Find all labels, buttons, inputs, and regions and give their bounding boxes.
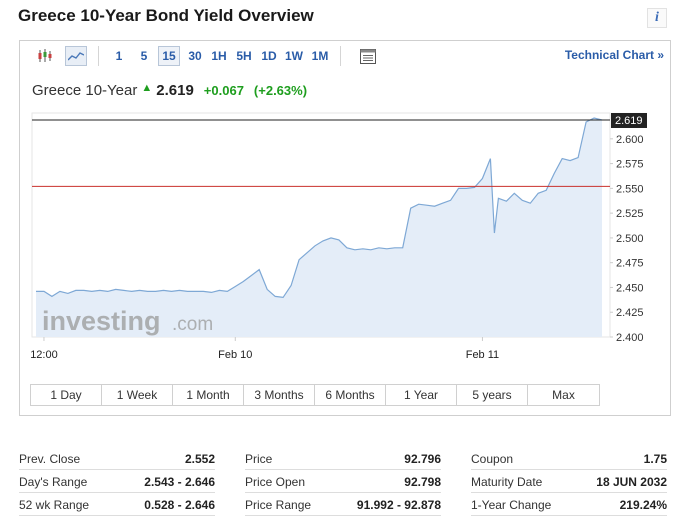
- toolbar-divider: [98, 46, 99, 66]
- stat-value: 92.796: [404, 452, 441, 466]
- stat-value: 91.992 - 92.878: [356, 498, 441, 512]
- info-icon[interactable]: i: [647, 8, 667, 28]
- stat-label: Price Range: [245, 498, 312, 512]
- stat-label: Day's Range: [19, 475, 88, 489]
- range-6-months[interactable]: 6 Months: [315, 385, 386, 405]
- range-max[interactable]: Max: [552, 388, 575, 402]
- stat-coupon: Coupon 1.75: [471, 448, 667, 470]
- series-line: [36, 117, 603, 299]
- last-price-badge-label: 2.619: [615, 115, 643, 127]
- price-chart[interactable]: investing .com 2.600 2.575 2.550 2.525 2.500 2.…: [20, 107, 670, 377]
- stat-maturity-date: Maturity Date 18 JUN 2032: [471, 471, 667, 493]
- page-title: Greece 10-Year Bond Yield Overview: [18, 6, 314, 25]
- instrument-name: Greece 10-Year: [32, 82, 138, 99]
- range-1-year[interactable]: 1 Year: [386, 385, 457, 405]
- period-30[interactable]: 30: [188, 49, 202, 63]
- y-tick-label: 2.400: [616, 332, 644, 344]
- chart-toolbar: 1 5 15 30 1H 5H 1D 1W 1M Technical Chart…: [20, 41, 670, 71]
- range-1-day[interactable]: 1 Day: [31, 385, 102, 405]
- stat-label: Prev. Close: [19, 452, 81, 466]
- period-15[interactable]: 15: [158, 46, 180, 66]
- stat-value: 1.75: [643, 452, 667, 466]
- stat-prev-close: Prev. Close 2.552: [19, 448, 215, 470]
- investing-watermark: investing: [42, 306, 161, 336]
- technical-chart-link[interactable]: Technical Chart »: [564, 48, 664, 62]
- y-tick-label: 2.425: [616, 307, 644, 319]
- last-price-badge: [611, 112, 647, 128]
- y-tick-label: 2.450: [616, 282, 644, 294]
- period-5h[interactable]: 5H: [236, 49, 252, 63]
- stat-label: 52 wk Range: [19, 498, 90, 512]
- y-tick-label: 2.550: [616, 183, 644, 195]
- stat-value: 92.798: [404, 475, 441, 489]
- stat-1-year-change: 1-Year Change 219.24%: [471, 494, 667, 516]
- chart-panel: 1 5 15 30 1H 5H 1D 1W 1M Technical Chart…: [19, 40, 671, 416]
- stat-price-open: Price Open 92.798: [245, 471, 441, 493]
- price-change: +0.067: [203, 83, 244, 98]
- period-5[interactable]: 5: [140, 49, 148, 63]
- area-chart-icon[interactable]: [65, 46, 87, 66]
- x-tick-label: 12:00: [30, 349, 58, 361]
- last-price: 2.619: [156, 82, 194, 99]
- range-1-month[interactable]: 1 Month: [173, 385, 244, 405]
- table-view-icon[interactable]: [357, 46, 379, 66]
- stat-price: Price 92.796: [245, 448, 441, 470]
- period-1w[interactable]: 1W: [285, 49, 303, 63]
- stat-value: 18 JUN 2032: [596, 475, 667, 489]
- candlestick-chart-icon[interactable]: [34, 46, 56, 66]
- y-tick-label: 2.475: [616, 258, 644, 270]
- y-tick-label: 2.600: [616, 134, 644, 146]
- stat-value: 219.24%: [619, 498, 667, 512]
- stat-label: 1-Year Change: [471, 498, 552, 512]
- x-tick-label: Feb 10: [218, 349, 252, 361]
- stat-price-range: Price Range 91.992 - 92.878: [245, 494, 441, 516]
- stat-days-range: Day's Range 2.543 - 2.646: [19, 471, 215, 493]
- stat-52wk-range: 52 wk Range 0.528 - 2.646: [19, 494, 215, 516]
- x-tick-label: Feb 11: [466, 349, 499, 361]
- period-1d[interactable]: 1D: [261, 49, 277, 63]
- period-1h[interactable]: 1H: [211, 49, 227, 63]
- quote-header: Greece 10-Year ▲ 2.619 +0.067 (+2.63%): [32, 82, 307, 99]
- price-change-percent: (+2.63%): [253, 83, 308, 98]
- stat-label: Coupon: [471, 452, 514, 466]
- stat-value: 0.528 - 2.646: [144, 498, 215, 512]
- range-3-months[interactable]: 3 Months: [244, 385, 315, 405]
- y-tick-label: 2.575: [616, 159, 644, 171]
- range-1-week[interactable]: 1 Week: [102, 385, 173, 405]
- stat-label: Price Open: [245, 475, 306, 489]
- toolbar-divider: [340, 46, 341, 66]
- stat-label: Price: [245, 452, 273, 466]
- range-selector: 1 Day 1 Week 1 Month 3 Months 6 Months 1…: [30, 384, 600, 406]
- range-5-years[interactable]: 5 years: [457, 385, 528, 405]
- investing-watermark-suffix: .com: [172, 314, 213, 335]
- stat-value: 2.543 - 2.646: [144, 475, 215, 489]
- stat-label: Maturity Date: [471, 475, 543, 489]
- series-area: [36, 118, 602, 337]
- up-arrow-icon: ▲: [141, 82, 153, 94]
- period-1m[interactable]: 1M: [311, 49, 329, 63]
- y-tick-label: 2.500: [616, 233, 644, 245]
- y-tick-label: 2.525: [616, 208, 644, 220]
- stat-value: 2.552: [184, 452, 215, 466]
- period-1[interactable]: 1: [115, 49, 123, 63]
